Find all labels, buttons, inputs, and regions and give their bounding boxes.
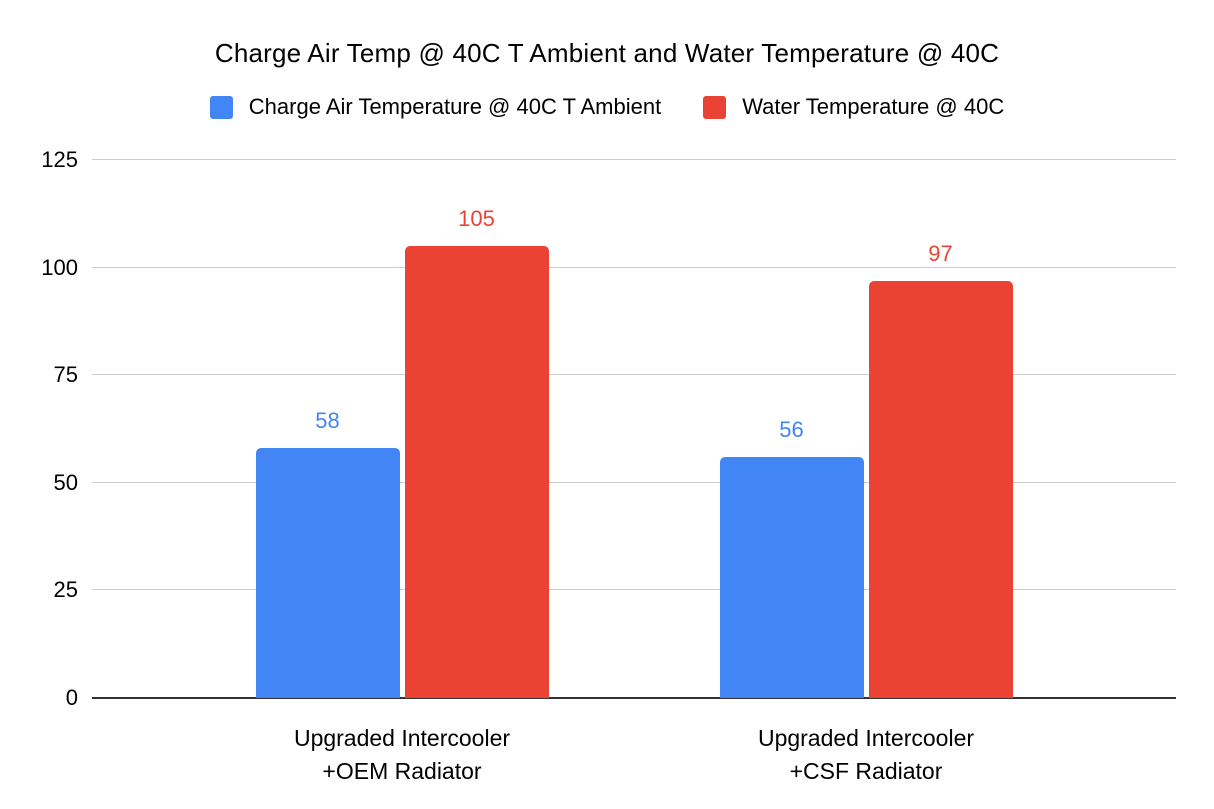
bar-value-label: 56 (779, 416, 804, 442)
legend-label: Water Temperature @ 40C (742, 94, 1005, 119)
gridline-75 (92, 374, 1176, 376)
y-tick-label-100: 100 (41, 254, 78, 280)
gridline-25 (92, 589, 1176, 591)
gridline-125 (92, 159, 1176, 160)
y-tick-label-125: 125 (41, 147, 78, 172)
y-tick-label-25: 25 (53, 577, 78, 603)
legend-swatch-icon (209, 95, 233, 119)
y-tick-label-75: 75 (53, 362, 78, 388)
bar-series1-group0 (404, 246, 549, 698)
plot-area: 58 105 56 97 (92, 159, 1176, 699)
bar-value-label: 97 (928, 240, 953, 266)
legend-item-0: Charge Air Temperature @ 40C T Ambient (209, 94, 662, 120)
legend-label: Charge Air Temperature @ 40C T Ambient (248, 94, 662, 119)
bar-series0-group1 (719, 456, 864, 698)
bar-value-label: 58 (315, 408, 340, 434)
y-tick-label-50: 50 (53, 469, 78, 495)
bar-series1-group1 (868, 280, 1013, 698)
gridline-50 (92, 481, 1176, 483)
x-category-label-0: Upgraded Intercooler +OEM Radiator (293, 725, 511, 785)
y-tick-label-0: 0 (65, 685, 78, 710)
bar-value-label: 105 (458, 206, 495, 232)
gridline-100 (92, 266, 1176, 268)
chart-title: Charge Air Temp @ 40C T Ambient and Wate… (214, 38, 1000, 68)
bar-series0-group0 (255, 448, 400, 698)
chart-legend: Charge Air Temperature @ 40C T Ambient Wa… (0, 94, 1214, 120)
legend-item-1: Water Temperature @ 40C (703, 94, 1004, 120)
x-axis-baseline (92, 697, 1176, 699)
x-category-label-1: Upgraded Intercooler +CSF Radiator (757, 725, 975, 785)
legend-swatch-icon (703, 95, 727, 119)
